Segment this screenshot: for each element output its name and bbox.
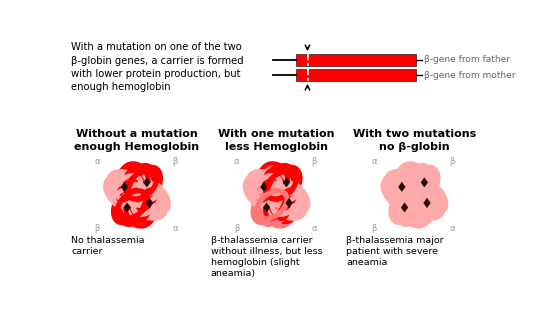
Polygon shape: [260, 182, 267, 192]
Polygon shape: [401, 203, 408, 212]
Text: Without a mutation
enough Hemoglobin: Without a mutation enough Hemoglobin: [74, 129, 200, 152]
Polygon shape: [146, 198, 153, 208]
Text: α: α: [234, 157, 239, 166]
Polygon shape: [286, 198, 293, 208]
Text: α: α: [372, 157, 377, 166]
Text: β: β: [449, 157, 455, 166]
Text: β: β: [372, 223, 377, 233]
Text: α: α: [449, 223, 455, 233]
Text: With one mutation
less Hemoglobin: With one mutation less Hemoglobin: [218, 129, 335, 152]
Text: No thalassemia
carrier: No thalassemia carrier: [71, 236, 145, 256]
Polygon shape: [283, 178, 290, 187]
Text: α: α: [94, 157, 100, 166]
Text: β-gene from mother: β-gene from mother: [424, 71, 515, 80]
Text: α: α: [172, 223, 178, 233]
Text: With two mutations
no β-globin: With two mutations no β-globin: [353, 129, 476, 152]
Bar: [296, 70, 416, 81]
Polygon shape: [124, 203, 131, 212]
Polygon shape: [423, 198, 430, 208]
Text: β-thalassemia carrier
without illness, but less
hemoglobin (slight
aneamia): β-thalassemia carrier without illness, b…: [210, 236, 322, 278]
Polygon shape: [263, 203, 270, 212]
Text: With a mutation on one of the two
β-globin genes, a carrier is formed
with lower: With a mutation on one of the two β-glob…: [71, 42, 244, 92]
Text: β-thalassemia major
patient with severe
aneamia: β-thalassemia major patient with severe …: [346, 236, 444, 267]
Text: β: β: [234, 223, 239, 233]
Polygon shape: [399, 182, 405, 192]
Text: β-gene from father: β-gene from father: [424, 55, 509, 64]
Polygon shape: [421, 178, 428, 187]
Polygon shape: [144, 178, 150, 187]
Bar: [296, 54, 416, 66]
Text: β: β: [94, 223, 100, 233]
Text: α: α: [312, 223, 317, 233]
Text: β: β: [312, 157, 317, 166]
Polygon shape: [121, 182, 128, 192]
Text: β: β: [172, 157, 178, 166]
